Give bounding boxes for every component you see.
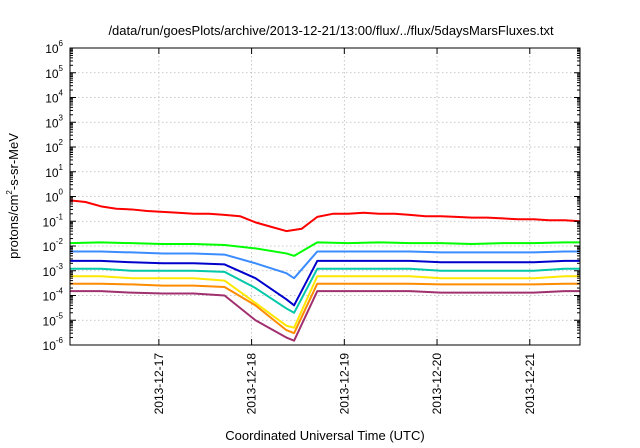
x-tick-label: 2013-12-20	[430, 353, 444, 415]
y-axis-label: protons/cm2-s-sr-MeV	[5, 133, 21, 259]
data-series	[69, 199, 581, 342]
axis-ticks	[70, 47, 580, 346]
series-line-3	[70, 250, 580, 280]
series-line-4	[70, 259, 580, 307]
series-line-5	[70, 267, 580, 314]
x-tick-label: 2013-12-21	[523, 353, 537, 415]
y-tick-labels: 10-6 10-5 10-4 10-3 10-2 10-1 100 101 102 103 104 1…	[43, 39, 64, 353]
series-line-6	[70, 275, 580, 329]
y-tick-label: 106	[45, 39, 63, 56]
y-tick-label: 105	[45, 64, 63, 81]
y-tick-label: 102	[45, 138, 63, 155]
y-tick-label: 10-3	[43, 262, 64, 279]
x-tick-label: 2013-12-17	[152, 353, 166, 415]
chart-title: /data/run/goesPlots/archive/2013-12-21/1…	[108, 23, 554, 38]
y-tick-label: 10-2	[43, 237, 64, 254]
x-axis-label: Coordinated Universal Time (UTC)	[225, 428, 424, 443]
series-line-8	[70, 290, 580, 342]
x-tick-labels: 2013-12-17 2013-12-18 2013-12-19 2013-12-20…	[152, 353, 537, 415]
grid-lines	[70, 48, 580, 345]
series-line-1	[69, 199, 581, 233]
y-tick-label: 10-5	[43, 311, 64, 328]
y-tick-label: 10-1	[43, 212, 64, 229]
series-line-7	[70, 282, 580, 335]
y-tick-label: 10-6	[43, 336, 64, 353]
y-tick-label: 10-4	[43, 287, 64, 304]
y-tick-label: 104	[45, 89, 63, 106]
y-tick-label: 100	[45, 188, 63, 205]
y-tick-label: 101	[45, 163, 63, 180]
series-line-2	[69, 241, 580, 257]
y-tick-label: 103	[45, 113, 63, 130]
x-tick-label: 2013-12-18	[245, 353, 259, 415]
x-tick-label: 2013-12-19	[337, 353, 351, 415]
